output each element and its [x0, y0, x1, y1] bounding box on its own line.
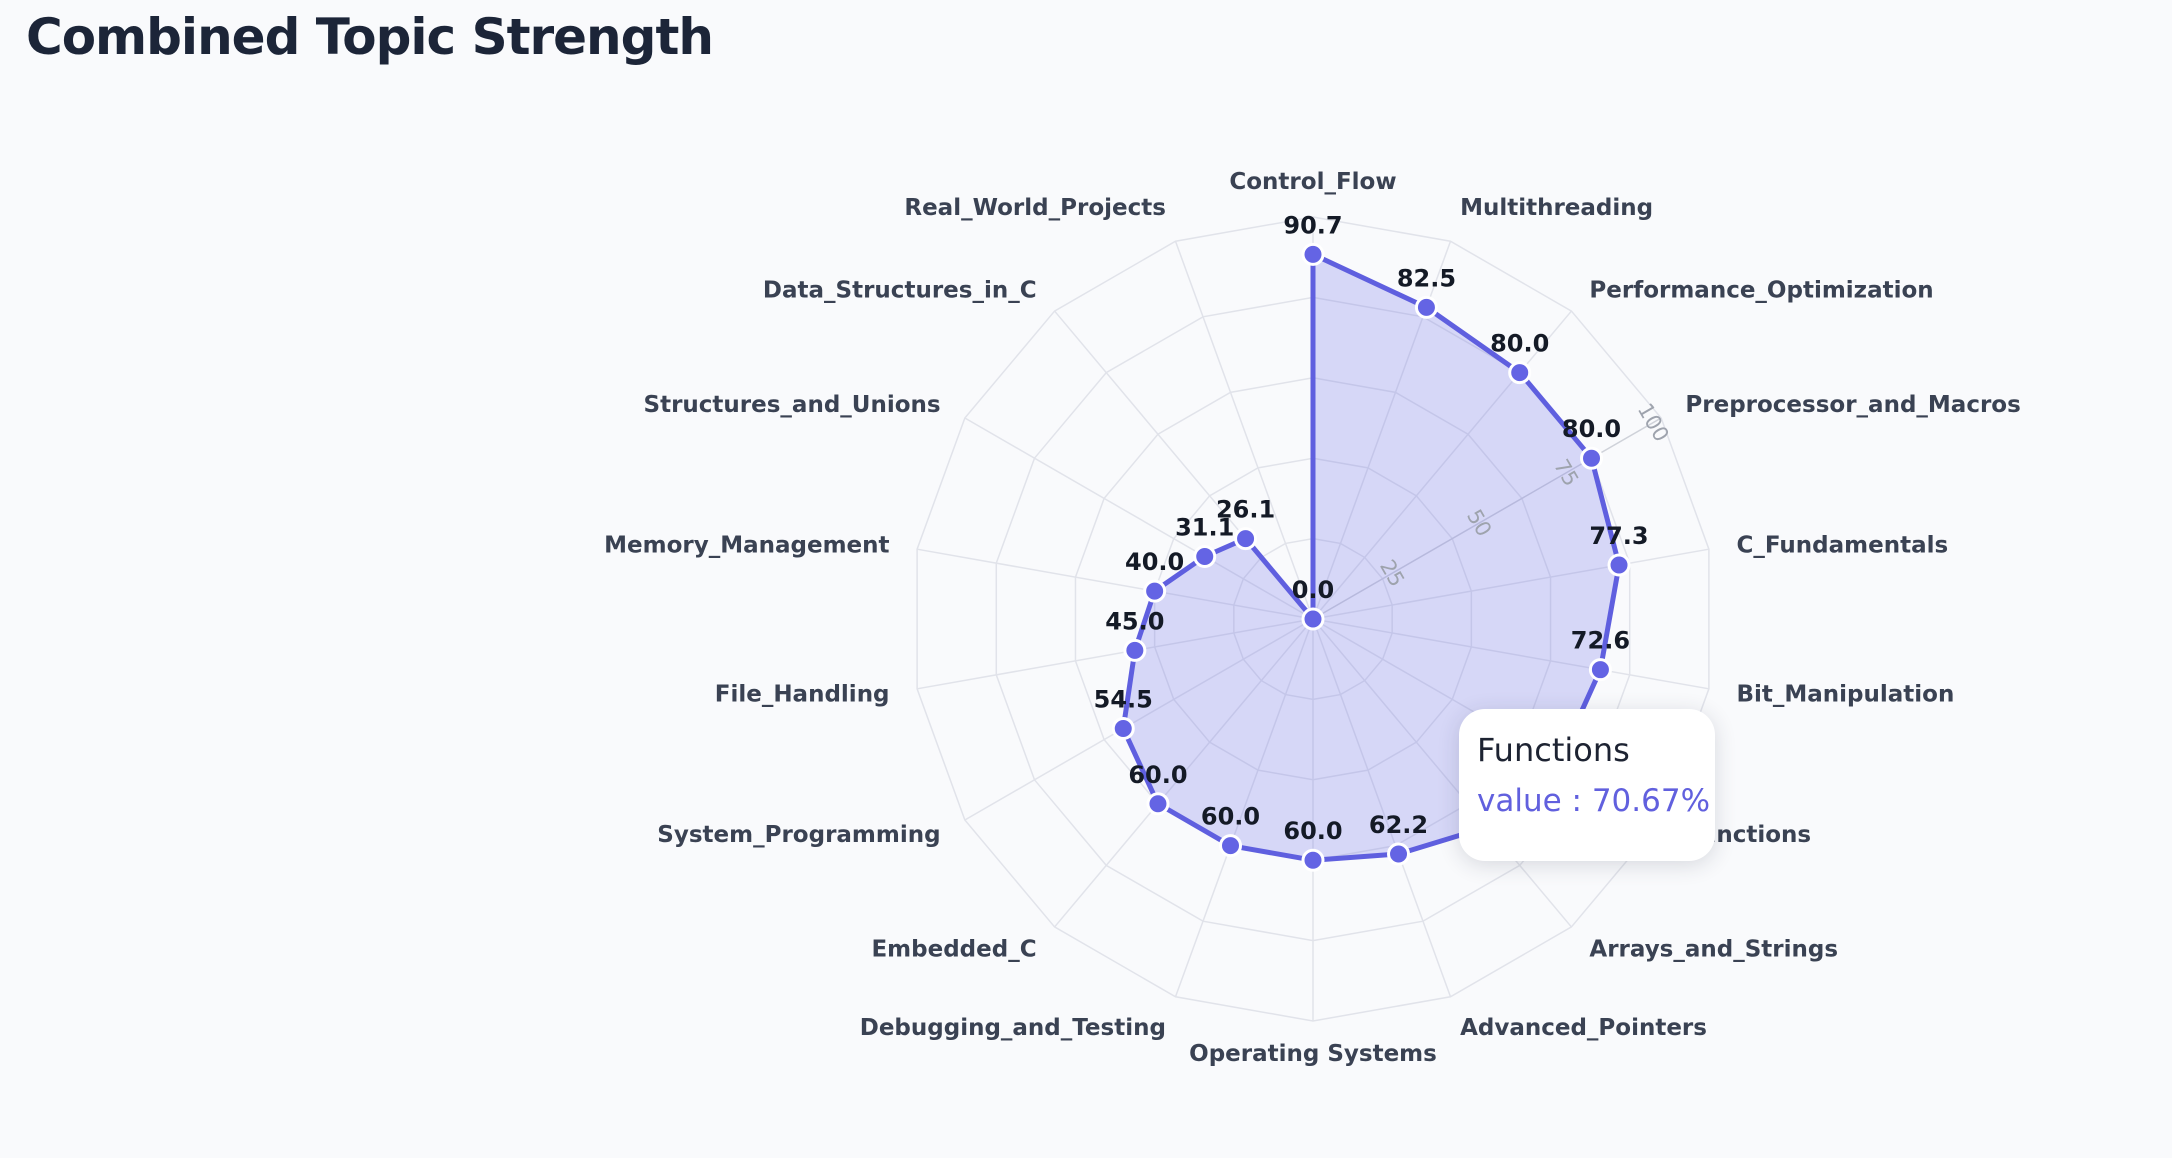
value-label: 82.5	[1397, 264, 1456, 292]
axis-label: System_Programming	[657, 822, 940, 848]
tooltip: Functions value : 70.67%	[1459, 709, 1715, 861]
data-point[interactable]	[1193, 544, 1217, 568]
grid-spoke	[1312, 618, 1452, 998]
data-point[interactable]	[1508, 361, 1532, 385]
tooltip-title: Functions	[1477, 731, 1630, 769]
axis-label: Embedded_C	[871, 936, 1036, 962]
value-label: 90.7	[1283, 211, 1342, 239]
axis-label: Operating Systems	[1189, 1041, 1437, 1067]
axis-label: Data_Structures_in_C	[763, 278, 1037, 304]
grid-spoke	[1312, 417, 1662, 620]
axis-label: Multithreading	[1460, 195, 1653, 221]
value-label: 40.0	[1125, 548, 1184, 576]
axis-labels: Control_Flow Multithreading Performance_Op…	[604, 169, 2021, 1067]
axis-label: File_Handling	[715, 682, 890, 708]
data-point[interactable]	[1143, 579, 1167, 603]
value-label: 60.0	[1128, 761, 1187, 789]
value-label: 80.0	[1490, 330, 1549, 358]
data-point[interactable]	[1301, 242, 1325, 266]
chart-title: Combined Topic Strength	[26, 8, 714, 66]
axis-label: Real_World_Projects	[904, 195, 1166, 221]
data-point[interactable]	[1588, 658, 1612, 682]
data-point[interactable]	[1301, 607, 1325, 631]
value-label: 72.6	[1571, 627, 1630, 655]
data-point[interactable]	[1111, 717, 1135, 741]
data-point[interactable]	[1146, 792, 1170, 816]
grid-spoke	[1312, 618, 1710, 690]
value-label: 0.0	[1292, 576, 1335, 604]
axis-label: Advanced_Pointers	[1460, 1015, 1707, 1041]
value-label: 60.0	[1201, 803, 1260, 831]
value-labels: 90.782.580.080.077.372.670.767.562.260.0…	[1094, 211, 1649, 845]
axis-label: Arrays_and_Strings	[1589, 936, 1838, 962]
value-label: 54.5	[1094, 686, 1153, 714]
value-label: 31.1	[1175, 513, 1234, 541]
grid-spoke	[1312, 310, 1572, 620]
grid-spoke	[1054, 618, 1314, 928]
grid-spoke	[964, 618, 1314, 821]
grid-spoke	[1174, 618, 1314, 998]
value-label: 62.2	[1369, 811, 1428, 839]
data-point[interactable]	[1580, 446, 1604, 470]
axis-label: Memory_Management	[604, 532, 889, 558]
value-label: 77.3	[1589, 522, 1648, 550]
data-point[interactable]	[1387, 842, 1411, 866]
radar-grid	[916, 216, 1710, 1022]
grid-spoke	[964, 417, 1314, 620]
data-point[interactable]	[1414, 295, 1438, 319]
value-label: 60.0	[1283, 817, 1342, 845]
tick-label: 100	[1633, 399, 1674, 446]
data-point[interactable]	[1219, 834, 1243, 858]
data-point[interactable]	[1301, 848, 1325, 872]
grid-spoke	[1312, 618, 1572, 928]
axis-label: Structures_and_Unions	[644, 392, 941, 418]
axis-label: Control_Flow	[1229, 169, 1396, 195]
grid-spoke	[916, 618, 1314, 690]
axis-label: Performance_Optimization	[1589, 278, 1933, 304]
value-label: 45.0	[1105, 607, 1164, 635]
axis-label: Bit_Manipulation	[1736, 682, 1954, 708]
tooltip-value: value : 70.67%	[1477, 783, 1711, 819]
data-point[interactable]	[1234, 527, 1258, 551]
value-label: 26.1	[1216, 496, 1275, 524]
data-point[interactable]	[1607, 553, 1631, 577]
axis-label: Debugging_and_Testing	[860, 1015, 1166, 1041]
value-label: 80.0	[1562, 415, 1621, 443]
data-point[interactable]	[1123, 638, 1147, 662]
grid-spoke	[1174, 240, 1314, 620]
grid-spoke	[916, 548, 1314, 620]
grid-spoke	[1312, 548, 1710, 620]
axis-label: C_Fundamentals	[1736, 532, 1948, 558]
axis-label: Preprocessor_and_Macros	[1685, 392, 2020, 418]
